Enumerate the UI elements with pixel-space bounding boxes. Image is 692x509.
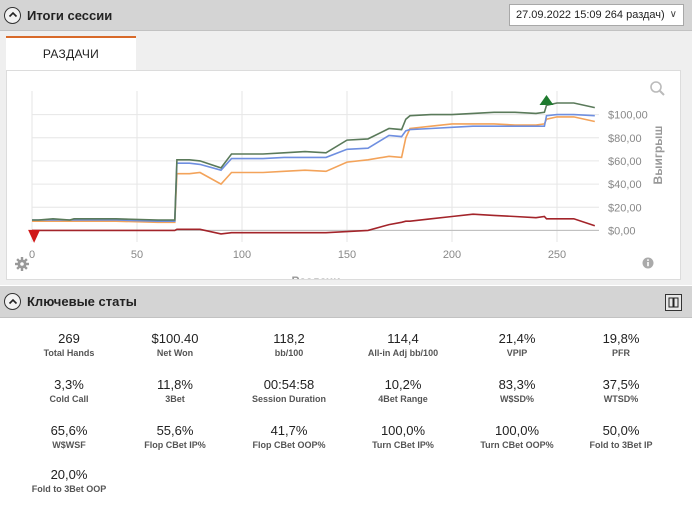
- chevron-up-icon: [8, 11, 17, 18]
- y-tick-label: $100,00: [608, 110, 648, 122]
- stat-value: 83,3%: [498, 377, 536, 392]
- stat-value: 20,0%: [50, 467, 88, 482]
- chart-panel: 0 50 100 150 200 250 $0,00 $20,00 $40,00 $60,00 $8…: [6, 70, 681, 280]
- stat-item: 100,0% Turn CBet IP%: [348, 423, 458, 450]
- y-axis-label: Выигрыш: [651, 126, 665, 185]
- tab-hands[interactable]: РАЗДАЧИ: [6, 36, 136, 70]
- y-tick-label: $80,00: [608, 133, 642, 145]
- stat-value: 00:54:58: [263, 377, 315, 392]
- stat-item: 3,3% Cold Call: [14, 377, 124, 404]
- stat-item: 55,6% Flop CBet IP%: [120, 423, 230, 450]
- x-tick-label: 200: [443, 249, 461, 261]
- stat-value: 65,6%: [50, 423, 88, 438]
- min-marker: [28, 229, 41, 243]
- stat-value: 3,3%: [54, 377, 84, 392]
- series-line: [32, 116, 595, 224]
- stat-label: Turn CBet IP%: [372, 440, 434, 450]
- stat-item: 19,8% PFR: [566, 331, 676, 358]
- stat-value: 114,4: [387, 331, 419, 346]
- stat-item: 269 Total Hands: [14, 331, 124, 358]
- stat-value: 269: [58, 331, 80, 346]
- stat-label: Flop CBet OOP%: [252, 440, 326, 450]
- stat-item: 100,0% Turn CBet OOP%: [462, 423, 572, 450]
- stat-value: 100,0%: [494, 423, 540, 438]
- x-tick-label: 100: [233, 249, 251, 261]
- session-select[interactable]: 27.09.2022 15:09 264 раздач) ∨: [509, 4, 684, 26]
- collapse-session-button[interactable]: [4, 6, 21, 24]
- stat-value: 11,8%: [157, 377, 193, 392]
- stat-label: All-in Adj bb/100: [367, 348, 439, 358]
- chevron-down-icon: ∨: [669, 9, 677, 20]
- y-tick-label: $20,00: [608, 202, 642, 214]
- stat-label: Net Won: [156, 348, 194, 358]
- stat-label: Total Hands: [43, 348, 95, 358]
- stat-value: 50,0%: [602, 423, 640, 438]
- x-tick-label: 250: [548, 249, 566, 261]
- stat-value: 21,4%: [498, 331, 536, 346]
- stat-item: 83,3% W$SD%: [462, 377, 572, 404]
- stat-label: 3Bet: [165, 394, 185, 404]
- stat-item: $100.40 Net Won: [120, 331, 230, 358]
- series-line: [32, 113, 595, 222]
- max-marker: [539, 95, 554, 105]
- session-summary-title: Итоги сессии: [27, 7, 113, 23]
- stat-value: 118,2: [273, 331, 305, 346]
- stat-item: 114,4 All-in Adj bb/100: [348, 331, 458, 358]
- chevron-up-icon: [8, 298, 17, 304]
- chart-area: РАЗДАЧИ 0 50 100 150 200 250 $0,00 $20,00 $40,00…: [0, 31, 692, 285]
- x-tick-label: 0: [29, 249, 35, 261]
- stat-label: W$SD%: [499, 394, 534, 404]
- y-tick-label: $40,00: [608, 179, 642, 191]
- stat-value: $100.40: [151, 331, 199, 346]
- gear-icon[interactable]: [15, 257, 29, 271]
- stat-value: 10,2%: [384, 377, 422, 392]
- winnings-chart: 0 50 100 150 200 250 $0,00 $20,00 $40,00 $60,00 $8…: [15, 81, 665, 279]
- stat-item: 37,5% WTSD%: [566, 377, 676, 404]
- series-line: [32, 213, 596, 235]
- y-tick-label: $0,00: [608, 225, 636, 237]
- stat-value: 100,0%: [380, 423, 426, 438]
- stat-label: Session Duration: [251, 394, 326, 404]
- y-tick-label: $60,00: [608, 156, 642, 168]
- key-stats-header: Ключевые статы: [0, 286, 692, 318]
- x-tick-label: 150: [338, 249, 356, 261]
- stat-label: WTSD%: [603, 394, 639, 404]
- stat-label: VPIP: [506, 348, 528, 358]
- layout-toggle-button[interactable]: [665, 294, 682, 311]
- stat-value: 41,7%: [270, 423, 308, 438]
- stat-item: 41,7% Flop CBet OOP%: [234, 423, 344, 450]
- zoom-icon[interactable]: [650, 81, 665, 96]
- stat-item: 20,0% Fold to 3Bet OOP: [14, 467, 124, 494]
- stat-label: Turn CBet OOP%: [480, 440, 554, 450]
- stat-label: W$WSF: [52, 440, 86, 450]
- stat-item: 10,2% 4Bet Range: [348, 377, 458, 404]
- x-tick-label: 50: [131, 249, 143, 261]
- stat-label: 4Bet Range: [378, 394, 428, 404]
- x-axis-label: Раздачи: [292, 274, 341, 279]
- stat-label: Cold Call: [49, 394, 89, 404]
- stat-item: 50,0% Fold to 3Bet IP: [566, 423, 676, 450]
- stat-item: 11,8% 3Bet: [120, 377, 230, 404]
- stat-value: 55,6%: [156, 423, 194, 438]
- series-line: [32, 102, 595, 221]
- stat-label: Fold to 3Bet IP: [589, 440, 653, 450]
- stat-item: 65,6% W$WSF: [14, 423, 124, 450]
- stat-label: Fold to 3Bet OOP: [31, 484, 107, 494]
- stat-item: 21,4% VPIP: [462, 331, 572, 358]
- stat-item: 118,2 bb/100: [234, 331, 344, 358]
- key-stats-title: Ключевые статы: [27, 294, 137, 309]
- info-icon[interactable]: [642, 257, 654, 269]
- session-summary-header: Итоги сессии 27.09.2022 15:09 264 раздач…: [0, 0, 692, 31]
- stat-label: Flop CBet IP%: [144, 440, 206, 450]
- stat-label: PFR: [612, 348, 630, 358]
- collapse-stats-button[interactable]: [4, 293, 21, 310]
- stat-value: 37,5%: [602, 377, 640, 392]
- stat-item: 00:54:58 Session Duration: [234, 377, 344, 404]
- stat-value: 19,8%: [602, 331, 640, 346]
- stat-label: bb/100: [274, 348, 304, 358]
- columns-icon: [668, 297, 679, 308]
- session-select-value: 27.09.2022 15:09 264 раздач): [516, 9, 665, 21]
